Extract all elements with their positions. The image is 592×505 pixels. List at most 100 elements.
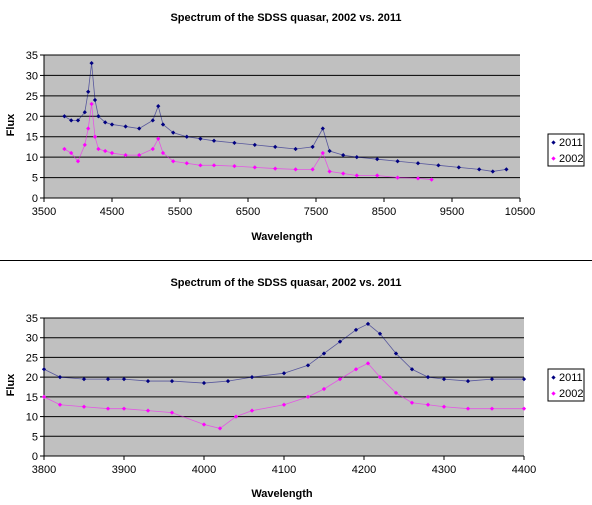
chart-title: Spectrum of the SDSS quasar, 2002 vs. 20… <box>170 12 401 24</box>
data-point <box>156 103 161 109</box>
y-axis-title: Flux <box>5 113 17 136</box>
data-point <box>521 406 527 411</box>
data-point <box>365 361 371 366</box>
y-tick-label: 15 <box>26 132 38 144</box>
series-trace <box>64 103 432 181</box>
data-point <box>145 408 151 413</box>
data-point <box>249 408 255 413</box>
x-tick-label: 9500 <box>440 206 464 218</box>
y-tick-label: 0 <box>32 451 38 463</box>
legend-box <box>547 133 585 167</box>
legend-label-2011: 2011 <box>559 372 583 384</box>
x-axis-title: Wavelength <box>251 488 313 500</box>
data-point <box>341 152 346 158</box>
chart-top: Spectrum of the SDSS quasar, 2002 vs. 20… <box>5 12 585 243</box>
series-trace <box>43 323 524 384</box>
data-point <box>375 157 380 162</box>
data-point <box>82 110 87 115</box>
series-2002 <box>62 101 434 182</box>
y-axis-title: Flux <box>5 373 17 396</box>
data-point <box>96 114 101 119</box>
y-tick-label: 5 <box>32 173 38 185</box>
legend: 2011 2002 <box>547 133 585 167</box>
data-point <box>353 367 359 372</box>
legend-marker-2011 <box>551 140 556 145</box>
data-point <box>160 122 166 127</box>
data-point <box>233 414 239 419</box>
data-point <box>320 150 325 156</box>
data-point <box>69 150 74 156</box>
data-point <box>521 376 527 382</box>
data-point <box>201 380 207 386</box>
x-tick-label: 4300 <box>432 464 456 476</box>
data-point <box>409 400 415 405</box>
data-point <box>395 159 400 164</box>
data-point <box>327 148 332 154</box>
data-point <box>89 101 94 107</box>
data-point <box>89 61 94 66</box>
x-tick-label: 3900 <box>112 464 136 476</box>
data-point <box>305 363 311 368</box>
data-point <box>504 167 509 172</box>
legend-marker-2002 <box>551 391 556 396</box>
data-point <box>456 165 461 170</box>
data-point <box>169 378 175 384</box>
series-2011 <box>62 61 509 174</box>
x-tick-label: 8500 <box>372 206 396 218</box>
y-tick-label: 35 <box>26 50 38 62</box>
plot-area <box>44 318 524 456</box>
data-point <box>310 167 315 172</box>
data-point <box>184 134 189 139</box>
data-point <box>436 163 441 168</box>
data-point <box>92 134 98 139</box>
data-point <box>393 390 399 396</box>
x-tick-label: 3800 <box>32 464 56 476</box>
x-tick-label: 5500 <box>168 206 192 218</box>
x-tick-label: 3500 <box>32 206 56 218</box>
y-tick-label: 30 <box>26 333 38 345</box>
data-point <box>171 159 176 164</box>
data-point <box>69 118 74 123</box>
y-tick-label: 10 <box>26 412 38 424</box>
data-point <box>225 378 231 384</box>
data-point <box>184 161 189 166</box>
data-point <box>415 161 421 166</box>
legend-label-2002: 2002 <box>559 153 583 165</box>
data-point <box>365 321 371 327</box>
y-tick-label: 30 <box>26 70 38 82</box>
data-point <box>477 167 482 172</box>
data-point <box>465 406 471 411</box>
legend: 2011 2002 <box>547 368 585 402</box>
data-point <box>62 146 67 152</box>
data-point <box>490 169 495 174</box>
data-point <box>425 402 431 407</box>
data-point <box>489 376 495 382</box>
data-point <box>103 148 108 154</box>
y-tick-label: 25 <box>26 352 38 364</box>
data-point <box>62 114 67 119</box>
x-tick-label: 4400 <box>512 464 536 476</box>
data-point <box>441 404 447 409</box>
data-point <box>321 386 327 392</box>
data-point <box>377 375 383 380</box>
data-point <box>425 375 431 380</box>
data-point <box>156 136 161 141</box>
x-tick-label: 10500 <box>505 206 536 218</box>
data-point <box>305 394 311 399</box>
data-point <box>321 351 327 356</box>
x-tick-label: 4000 <box>192 464 216 476</box>
data-point <box>211 138 217 143</box>
x-tick-label: 4500 <box>100 206 124 218</box>
data-point <box>393 351 399 356</box>
legend-marker-2002 <box>551 156 556 161</box>
data-point <box>198 163 203 168</box>
data-point <box>337 376 343 382</box>
data-point <box>327 169 332 174</box>
data-point <box>354 155 359 160</box>
legend-box <box>547 368 585 402</box>
data-point <box>249 375 255 380</box>
y-tick-label: 0 <box>32 193 38 205</box>
data-point <box>441 376 447 382</box>
data-point <box>75 118 81 123</box>
